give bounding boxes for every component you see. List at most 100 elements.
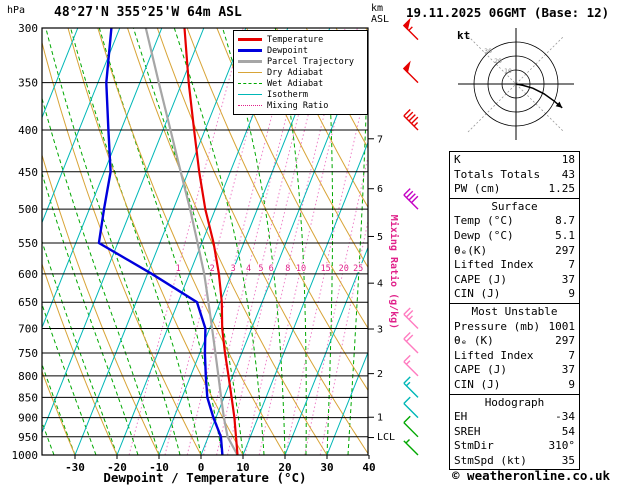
x-axis-label: Dewpoint / Temperature (°C) (103, 470, 307, 485)
stats-value: 310° (548, 439, 576, 453)
stats-label: CAPE (J) (454, 272, 507, 286)
stats-value: 297 (555, 334, 575, 348)
plot-border (41, 27, 369, 456)
svg-text:30: 30 (320, 461, 333, 474)
svg-text:600: 600 (18, 268, 38, 281)
svg-text:25: 25 (353, 264, 363, 274)
legend-label: Dewpoint (267, 45, 308, 56)
svg-text:6: 6 (269, 264, 274, 274)
stats-section-header: Most Unstable (471, 304, 558, 318)
stats-label: Lifted Index (454, 348, 534, 362)
legend-swatch-mixing-ratio (238, 105, 262, 106)
svg-text:8: 8 (285, 264, 290, 274)
stats-value: 7 (568, 348, 575, 362)
pressure-tick-labels: 300 350 400 450 500 550 600 650 700 750 800 850 900 9… (12, 22, 39, 462)
legend-swatch-temperature (238, 38, 262, 41)
stats-section-header: Hodograph (484, 395, 545, 409)
legend-box: Temperature Dewpoint Parcel Trajectory D… (233, 30, 368, 115)
stats-label: EH (454, 410, 468, 424)
wind-barb (403, 109, 419, 131)
wind-barb (403, 376, 419, 398)
legend-item-isotherm: Isotherm (238, 89, 367, 100)
svg-text:1: 1 (176, 264, 181, 274)
svg-text:350: 350 (18, 77, 38, 90)
wet-adiabats (42, 28, 368, 455)
svg-text:650: 650 (18, 296, 38, 309)
svg-text:7: 7 (377, 134, 383, 145)
stats-row: Pressure (mb) 1001 (450, 320, 579, 335)
hodograph-ring-label: 10 (504, 67, 512, 75)
stats-value: 18 (561, 153, 575, 166)
svg-text:0: 0 (198, 461, 205, 474)
stats-row: θₑ(K) 297 (450, 244, 579, 259)
svg-text:3: 3 (231, 264, 236, 274)
svg-text:40: 40 (362, 461, 375, 474)
stats-label: StmDir (454, 439, 494, 453)
svg-text:400: 400 (18, 124, 38, 137)
svg-text:550: 550 (18, 237, 38, 250)
wind-barb (402, 60, 419, 84)
temperature-line (183, 28, 239, 455)
stats-label: Lifted Index (454, 258, 534, 272)
hodograph-ring-label: 30 (484, 47, 492, 55)
stats-row: Temp (°C) 8.7 (450, 214, 579, 229)
wind-barb (402, 17, 419, 41)
stats-label: θₑ(K) (454, 243, 488, 257)
copyright-link[interactable]: © weatheronline.co.uk (452, 468, 611, 483)
legend-item-wet-adiabat: Wet Adiabat (238, 78, 367, 89)
legend-label: Parcel Trajectory (267, 56, 354, 67)
legend-swatch-parcel (238, 60, 262, 63)
stats-row: EH -34 (450, 410, 579, 425)
svg-text:300: 300 (18, 22, 38, 35)
lcl-label: LCL (377, 432, 396, 443)
legend-label: Mixing Ratio (267, 100, 329, 111)
stats-row: PW (cm) 1.25 (450, 182, 579, 197)
stats-value: 35 (561, 453, 575, 467)
stats-value: 1001 (548, 319, 576, 333)
svg-text:2: 2 (377, 369, 383, 380)
wind-barb (403, 331, 419, 354)
stats-row: Lifted Index 7 (450, 349, 579, 364)
stats-label: StmSpd (kt) (454, 453, 527, 467)
altitude-axis-unit: km ASL (371, 3, 389, 25)
stats-row: θₑ (K) 297 (450, 334, 579, 349)
svg-text:800: 800 (18, 370, 38, 383)
wind-barb (403, 307, 419, 329)
stats-label: Totals Totals (454, 167, 541, 181)
svg-text:15: 15 (321, 264, 331, 274)
stats-label: PW (cm) (454, 182, 501, 196)
stats-section-header: Surface (491, 199, 538, 213)
legend-item-temperature: Temperature (238, 34, 367, 45)
svg-text:10: 10 (296, 264, 306, 274)
stats-value: 297 (555, 243, 575, 257)
stats-row: Totals Totals 43 (450, 168, 579, 183)
legend-swatch-dry-adiabat (238, 72, 262, 73)
stats-section: Surface Temp (°C) 8.7 Dewp (°C) 5.1 θₑ(K) 297 L… (450, 197, 579, 303)
pressure-axis-unit: hPa (7, 5, 26, 16)
stats-label: θₑ (K) (454, 334, 494, 348)
wind-barb (403, 415, 419, 438)
wind-barb (403, 396, 419, 419)
stats-row: CIN (J) 9 (450, 287, 579, 302)
altitude-axis-unit-km: km (371, 3, 384, 14)
stats-label: K (454, 153, 461, 166)
svg-text:450: 450 (18, 166, 38, 179)
legend-swatch-wet-adiabat (238, 83, 262, 84)
stats-section: Most Unstable Pressure (mb) 1001 θₑ (K) 297 L… (450, 302, 579, 394)
stats-value: 43 (561, 167, 575, 181)
stats-value: 54 (561, 424, 575, 438)
stats-row: StmSpd (kt) 35 (450, 454, 579, 469)
stats-section: Hodograph EH -34 SREH 54 StmDir 310° StmSpd (kt… (450, 393, 579, 470)
legend-swatch-isotherm (238, 94, 262, 95)
svg-text:700: 700 (18, 323, 38, 336)
stats-label: CIN (J) (454, 287, 501, 301)
stats-value: -34 (555, 410, 575, 424)
svg-text:20: 20 (339, 264, 349, 274)
legend-swatch-dewpoint (238, 49, 262, 52)
hodograph-ring (501, 69, 531, 99)
station-title: 48°27'N 355°25'W 64m ASL (54, 5, 242, 20)
temperature-tick-labels: -30 -20 -10 0 10 20 30 40 (65, 455, 376, 474)
svg-text:1: 1 (377, 413, 383, 424)
